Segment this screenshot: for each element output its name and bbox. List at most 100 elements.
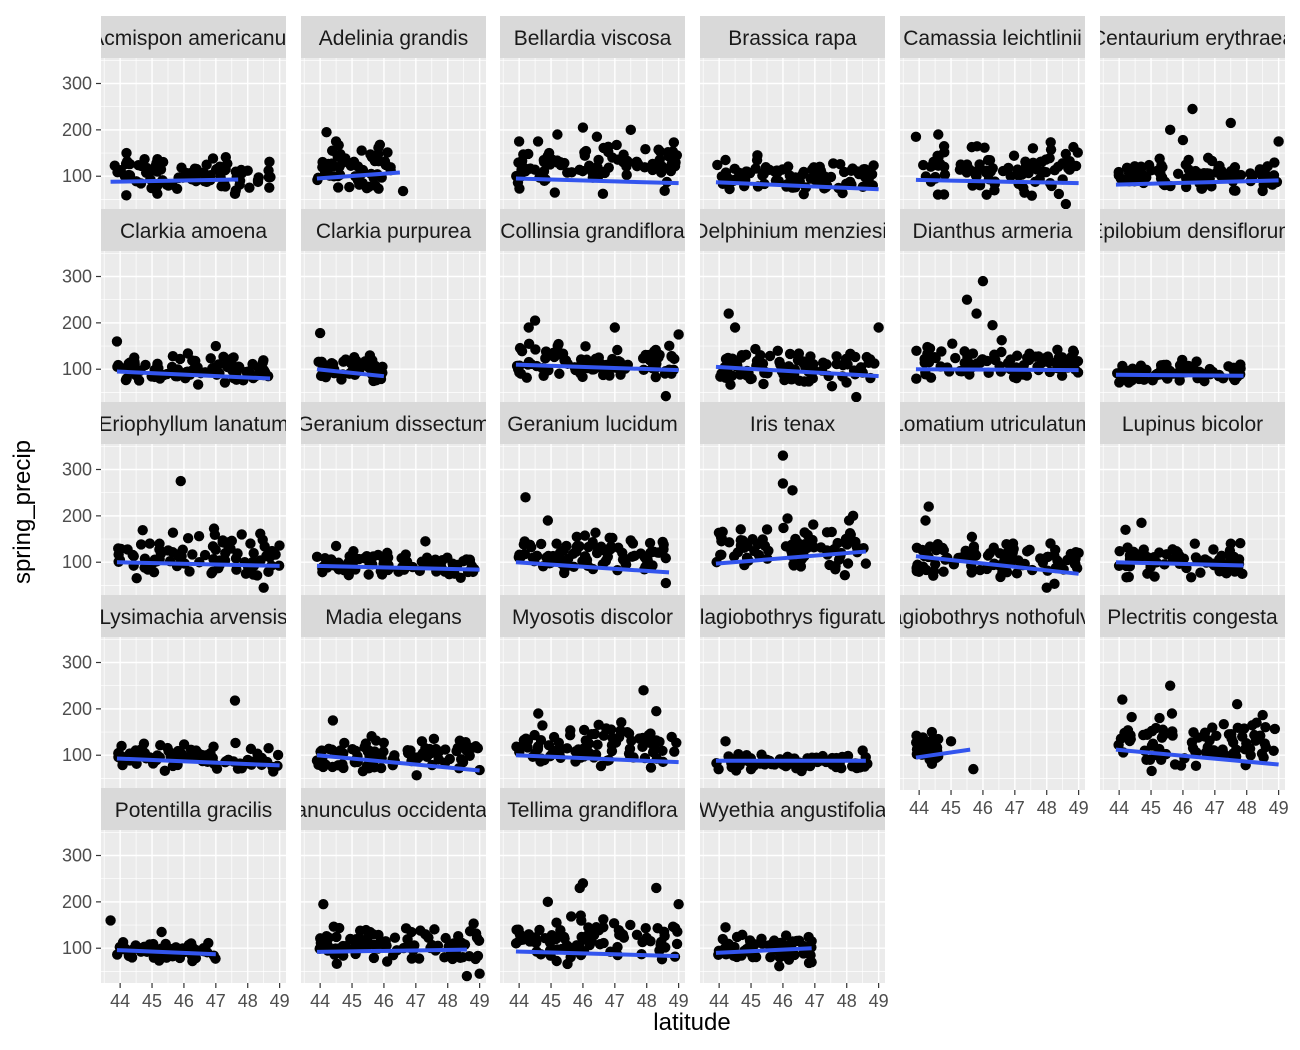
data-point (1155, 754, 1167, 765)
facet-title: Potentilla gracilis (115, 799, 273, 822)
data-point (1225, 538, 1236, 549)
x-tick-label: 49 (470, 991, 490, 1011)
data-point (1172, 168, 1184, 179)
data-point (777, 478, 789, 489)
data-point (451, 745, 462, 757)
data-point (1237, 731, 1248, 742)
trend-line (116, 560, 280, 568)
data-point (549, 187, 561, 198)
data-point (837, 187, 848, 199)
x-tick-label: 49 (1069, 798, 1089, 818)
data-point (1131, 173, 1143, 185)
data-point (787, 485, 798, 496)
data-point (593, 154, 604, 166)
data-point (807, 534, 818, 546)
data-point (121, 373, 132, 384)
data-point (1042, 551, 1053, 563)
data-point (336, 157, 348, 169)
data-point (928, 570, 939, 581)
facet-strip (101, 788, 286, 830)
facet-title: Dianthus armeria (913, 220, 1073, 243)
data-point (331, 958, 343, 970)
facet-title: Myosotis discolor (512, 606, 673, 629)
data-point (841, 377, 852, 388)
data-point (554, 368, 565, 379)
data-point (364, 554, 375, 565)
data-point (332, 182, 344, 193)
data-point (1158, 359, 1170, 371)
data-point (615, 369, 626, 380)
data-point (863, 357, 874, 369)
facet-strip (500, 788, 685, 830)
data-point (1146, 725, 1157, 737)
data-point (650, 371, 661, 383)
x-tick-label: 48 (238, 991, 258, 1011)
data-point (586, 729, 597, 740)
trend-line (116, 369, 271, 381)
trend-line (515, 176, 679, 186)
data-point (842, 558, 854, 569)
data-point (1245, 750, 1256, 761)
data-point (858, 164, 869, 175)
facet-strip (700, 209, 885, 251)
data-point (609, 322, 621, 333)
data-point (860, 558, 872, 569)
data-point (264, 156, 275, 168)
facet-panel: Dianthus armeria (900, 209, 1085, 404)
facet-panel: Geranium dissectum (301, 402, 486, 597)
data-point (542, 515, 554, 526)
facet-title: Plagiobothrys nothofulvus (872, 606, 1113, 629)
data-point (1230, 185, 1241, 196)
facet-panel: Potentilla gracilis 100 200 300 44 45 46 47 48 49 (62, 788, 290, 1011)
data-point (245, 538, 256, 549)
data-point (124, 170, 136, 181)
data-point (551, 349, 563, 361)
data-point (471, 932, 483, 943)
data-point (780, 930, 792, 941)
data-point (1053, 188, 1065, 200)
data-point (335, 745, 346, 756)
facet-title: Plectritis congesta (1107, 606, 1278, 629)
data-point (348, 546, 359, 557)
facet-title: Collinsia grandiflora (500, 220, 685, 243)
x-tick-label: 44 (909, 798, 929, 818)
x-tick-label: 48 (438, 991, 458, 1011)
data-point (520, 492, 531, 503)
data-point (327, 358, 339, 370)
data-point (758, 378, 769, 390)
facet-panel: Tellima grandiflora 44 45 46 47 48 49 (500, 788, 689, 1011)
data-point (601, 723, 612, 734)
data-point (1196, 183, 1207, 194)
data-point (1208, 544, 1219, 555)
data-point (580, 341, 591, 352)
data-point (575, 910, 586, 921)
data-point (574, 882, 585, 894)
data-point (420, 929, 431, 940)
data-point (761, 524, 773, 535)
data-point (518, 149, 529, 160)
data-point (458, 739, 470, 750)
data-point (637, 936, 648, 948)
data-point (1257, 709, 1268, 721)
data-point (792, 537, 803, 548)
data-point (1273, 136, 1284, 147)
data-point (669, 353, 680, 365)
data-point (1018, 359, 1029, 371)
data-point (671, 938, 683, 950)
data-point (429, 924, 440, 935)
data-point (610, 737, 622, 748)
facet-strip (1100, 595, 1285, 637)
data-point (251, 570, 263, 581)
data-point (571, 542, 582, 554)
data-point (1146, 765, 1157, 777)
data-point (378, 737, 389, 749)
data-point (228, 352, 239, 363)
trend-line (715, 946, 812, 955)
facet-panel: Brassica rapa (700, 16, 885, 211)
trend-line (515, 560, 670, 575)
data-point (617, 929, 629, 940)
facet-strip (1100, 16, 1285, 58)
data-point (725, 379, 736, 390)
data-point (651, 882, 662, 894)
data-point (911, 730, 922, 741)
